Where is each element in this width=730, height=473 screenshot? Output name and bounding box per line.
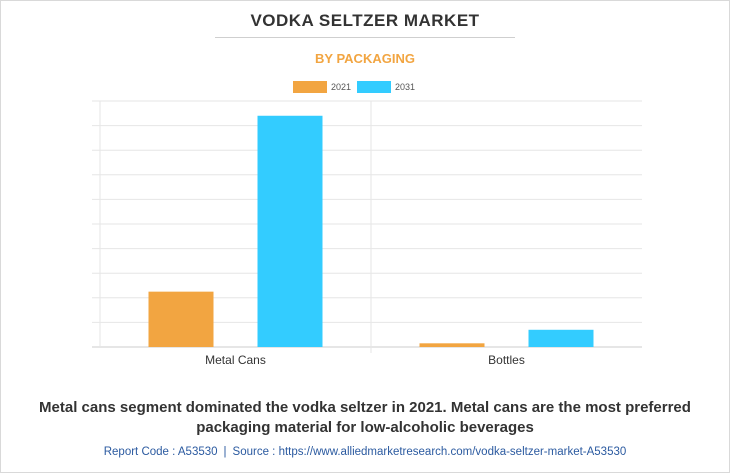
bar-bottles-2031 <box>528 329 594 347</box>
footer-separator: | <box>223 446 227 458</box>
bar-chart: Metal Cans Bottles <box>92 100 642 367</box>
chart-subtitle: BY PACKAGING <box>315 51 415 66</box>
legend: 2021 2031 <box>293 80 421 94</box>
caption-line-1: Metal cans segment dominated the vodka s… <box>39 399 691 416</box>
legend-label-2031: 2031 <box>395 82 416 92</box>
chart-caption: Metal cans segment dominated the vodka s… <box>0 398 730 438</box>
title-divider <box>215 37 515 38</box>
bar-metal-cans-2021 <box>148 291 214 347</box>
source-link[interactable]: Source : https://www.alliedmarketresearc… <box>232 446 627 458</box>
bar-bottles-2021 <box>419 343 485 347</box>
legend-item-2021: 2021 <box>293 81 351 93</box>
caption-line-2: packaging material for low-alcoholic bev… <box>196 419 534 436</box>
x-tick-label-metal-cans: Metal Cans <box>205 353 266 367</box>
report-code: Report Code : A53530 <box>103 446 218 458</box>
legend-item-2031: 2031 <box>357 81 415 93</box>
x-tick-label-bottles: Bottles <box>488 353 525 367</box>
footer: Report Code : A53530 | Source : https://ww… <box>0 446 730 458</box>
legend-swatch-2031 <box>357 81 392 93</box>
bar-metal-cans-2031 <box>257 115 323 347</box>
chart-title: VODKA SELTZER MARKET <box>250 11 480 30</box>
legend-swatch-2021 <box>293 81 327 93</box>
legend-label-2021: 2021 <box>331 82 352 92</box>
